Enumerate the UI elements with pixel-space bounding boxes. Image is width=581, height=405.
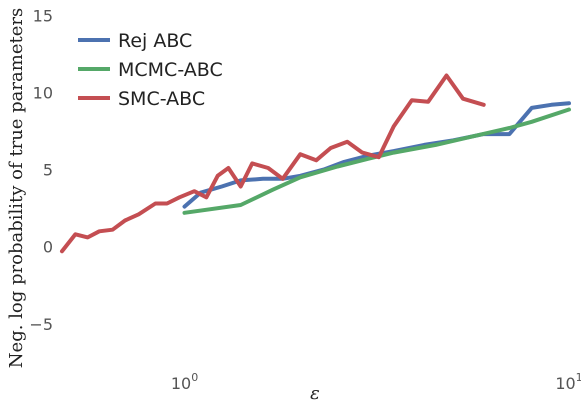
y-tick-label: −5 bbox=[29, 315, 53, 334]
series-line-3 bbox=[60, 73, 486, 254]
series-lines bbox=[60, 73, 571, 254]
plot-area bbox=[62, 0, 569, 370]
y-tick-label: 10 bbox=[33, 84, 53, 103]
legend-label: SMC-ABC bbox=[118, 88, 205, 110]
y-tick-labels: −5 0 5 10 15 bbox=[29, 6, 53, 333]
y-axis-label: Neg. log probability of true parameters bbox=[6, 8, 27, 368]
legend-label: MCMC-ABC bbox=[118, 59, 223, 81]
x-tick-label: 101 bbox=[555, 371, 581, 393]
legend-label: Rej ABC bbox=[118, 30, 192, 52]
x-tick-labels: 100 101 bbox=[171, 371, 581, 393]
x-tick-label: 100 bbox=[171, 371, 198, 393]
y-tick-label: 15 bbox=[33, 6, 53, 25]
x-axis-label: ε bbox=[310, 383, 320, 404]
y-tick-label: 5 bbox=[43, 161, 53, 180]
legend: Rej ABC MCMC-ABC SMC-ABC bbox=[78, 30, 223, 110]
y-tick-label: 0 bbox=[43, 238, 53, 257]
